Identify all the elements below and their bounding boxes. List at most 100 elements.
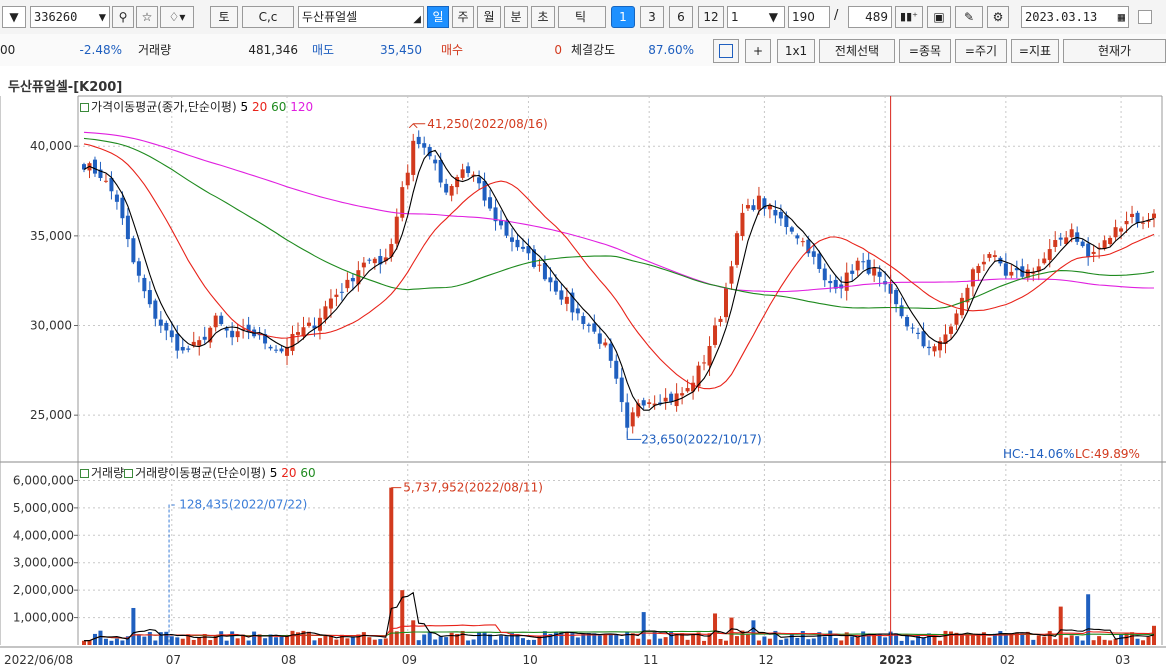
volume-bar (114, 638, 119, 645)
period-tick-button[interactable]: 틱 (558, 6, 606, 28)
square-icon[interactable] (713, 39, 739, 63)
volume-bar (663, 637, 668, 645)
candlestick-icon[interactable]: ▮▮⁺ (895, 6, 923, 28)
volume-bar (740, 630, 745, 645)
candle-body (625, 402, 630, 428)
star-icon[interactable]: ☆ (136, 6, 158, 28)
pen-icon[interactable]: ✎ (955, 6, 983, 28)
ma20-line (83, 143, 1155, 390)
period-week-button[interactable]: 주 (452, 6, 474, 28)
item-button[interactable]: =종목 (899, 39, 951, 63)
stock-code-input[interactable]: 336260 ▼ (30, 6, 110, 28)
option-checkbox[interactable] (1138, 10, 1152, 24)
candle-body (323, 306, 328, 320)
candle-body (257, 334, 262, 336)
volume-bar (449, 632, 454, 645)
period-day-button[interactable]: 일 (427, 6, 449, 28)
volume-bar (306, 631, 311, 645)
chart-background (0, 66, 1166, 671)
candle-body (334, 294, 339, 297)
strength-label: 체결강도 (571, 43, 616, 57)
lc-label: LC:49.89% (1075, 447, 1140, 461)
candle-body (499, 220, 504, 226)
max-marker-arrow (408, 123, 426, 129)
plus-button[interactable]: + (745, 39, 771, 63)
volume-bar (411, 620, 416, 645)
price-legend: 가격이동평균(종가,단순이평) 5 20 60 120 (80, 98, 313, 115)
legend-ma60: 60 (271, 100, 287, 114)
unit-6-button[interactable]: 6 (669, 6, 693, 28)
candle-body (350, 277, 355, 282)
volume-bar (213, 635, 218, 645)
volume-bar (987, 637, 992, 645)
volume-bar (592, 633, 597, 645)
interval-select[interactable]: 1 ▼ (727, 6, 785, 28)
text-button-2[interactable]: C,c (242, 6, 294, 28)
candle-body (762, 198, 767, 209)
candle-body (729, 266, 734, 284)
volume-bar (1130, 632, 1135, 645)
candle-body (405, 172, 410, 186)
unit-3-button[interactable]: 3 (640, 6, 664, 28)
date-value: 2023.03.13 (1025, 10, 1098, 24)
volume-bar (230, 631, 235, 645)
candle-body (263, 334, 268, 344)
bell-icon[interactable]: ♢▾ (160, 6, 194, 28)
candle-body (1135, 212, 1140, 223)
volume-bar (92, 633, 97, 645)
x-tick-label: 2023 (879, 653, 912, 667)
unit-1-button[interactable]: 1 (611, 6, 635, 28)
select-all-button[interactable]: 전체선택 (819, 39, 895, 63)
candle-body (992, 255, 997, 258)
volume-bar (1042, 636, 1047, 645)
candle-body (488, 197, 493, 209)
volume-legend: 거래량 거래량이동평균(단순이평) 5 20 60 (80, 464, 316, 481)
volume-bar (1135, 638, 1140, 645)
stock-name-value: 두산퓨얼셀 (302, 10, 358, 24)
period-button[interactable]: =주기 (955, 39, 1007, 63)
candle-body (136, 261, 141, 276)
period-month-button[interactable]: 월 (477, 6, 501, 28)
unit-12-button[interactable]: 12 (698, 6, 724, 28)
save-icon[interactable]: ▣ (927, 6, 951, 28)
volume-bar (131, 607, 136, 645)
date-input[interactable]: 2023.03.13 ▦ (1021, 6, 1129, 28)
candle-body (268, 346, 273, 349)
settings-icon[interactable]: ⚙ (987, 6, 1009, 28)
volume-bar (795, 637, 800, 645)
candle-body (274, 349, 279, 351)
volume-bar (581, 633, 586, 645)
count-input[interactable]: 190 (788, 6, 830, 28)
volume-bar (98, 630, 103, 645)
volume-y-tick-label: 1,000,000 (13, 611, 74, 625)
volume-bar (669, 631, 674, 645)
indicator-button[interactable]: =지표 (1011, 39, 1059, 63)
volume-bar (965, 634, 970, 645)
text-button-1[interactable]: 토 (210, 6, 238, 28)
volume-bar (444, 637, 449, 645)
candle-body (444, 183, 449, 193)
volume-bar (1009, 633, 1014, 645)
volume-bar (394, 631, 399, 645)
search-icon[interactable]: ⚲ (112, 6, 134, 28)
volume-y-tick-label: 4,000,000 (13, 528, 74, 542)
legend-vol-ma60: 60 (300, 466, 316, 480)
volume-bar (219, 631, 224, 645)
y-tick-label: 25,000 (30, 408, 72, 422)
volume-bar (1031, 639, 1036, 645)
volume-bar (405, 634, 410, 645)
layout-button[interactable]: 1x1 (777, 39, 815, 63)
candle-body (531, 249, 536, 267)
period-second-button[interactable]: 초 (531, 6, 555, 28)
candle-body (455, 177, 460, 188)
volume-bar (312, 640, 317, 645)
stock-name-field[interactable]: 두산퓨얼셀 ◢ (298, 6, 424, 28)
candle-body (724, 287, 728, 318)
period-minute-button[interactable]: 분 (504, 6, 528, 28)
candle-body (987, 254, 992, 258)
candle-body (186, 348, 191, 350)
candle-body (394, 216, 399, 244)
menu-dropdown-icon[interactable]: ▼ (2, 6, 26, 28)
volume-bar (1086, 594, 1091, 645)
